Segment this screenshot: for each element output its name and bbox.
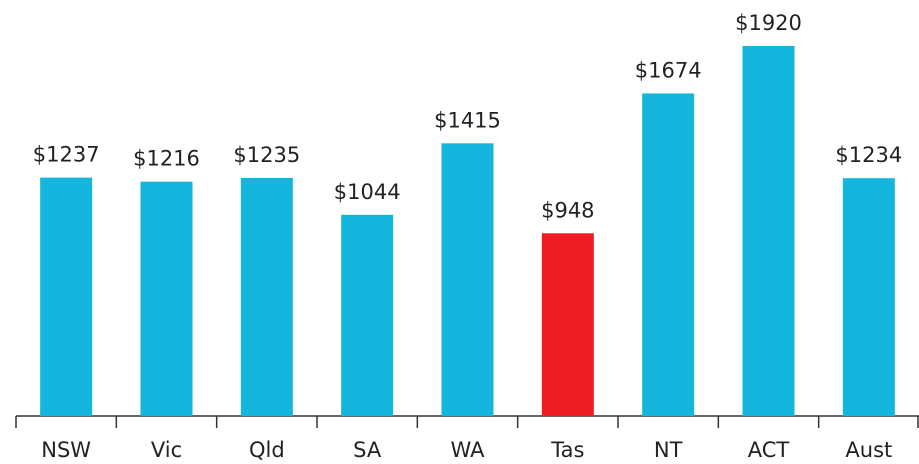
x-tick-label: SA [353, 438, 382, 462]
bar [140, 181, 193, 416]
value-label: $1044 [334, 180, 401, 204]
x-tick-label: WA [451, 438, 486, 462]
value-label: $1920 [735, 11, 802, 35]
x-tick-label: Qld [249, 438, 285, 462]
x-tick-label: NT [654, 438, 683, 462]
x-tick-label: Tas [550, 438, 584, 462]
value-label: $948 [541, 198, 594, 222]
bar [742, 46, 795, 416]
x-tick-label: ACT [748, 438, 790, 462]
bar [441, 143, 494, 417]
bar [541, 233, 594, 416]
bar [240, 178, 293, 416]
value-label: $1235 [233, 143, 300, 167]
value-label: $1674 [635, 58, 702, 82]
x-tick-label: NSW [41, 438, 91, 462]
value-label: $1234 [835, 143, 902, 167]
value-label: $1237 [33, 143, 100, 167]
x-tick-label: Aust [845, 438, 892, 462]
bar [341, 214, 394, 416]
bar [842, 178, 895, 416]
x-tick-label: Vic [151, 438, 182, 462]
value-label: $1415 [434, 108, 501, 132]
bar [642, 93, 695, 416]
bar [40, 177, 93, 416]
value-label: $1216 [133, 147, 200, 171]
